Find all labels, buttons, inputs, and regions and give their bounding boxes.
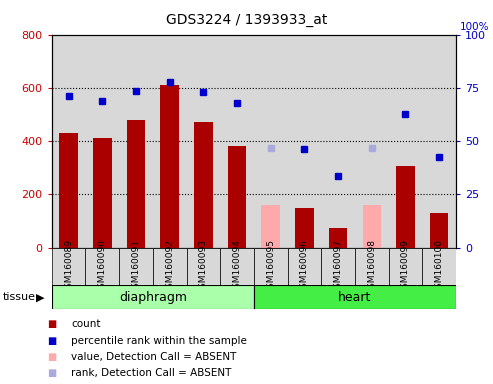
Bar [321,248,355,286]
Text: GSM160096: GSM160096 [300,239,309,295]
Bar [228,146,246,248]
Text: GSM160097: GSM160097 [334,239,343,295]
Bar [93,139,111,248]
Text: GDS3224 / 1393933_at: GDS3224 / 1393933_at [166,13,327,27]
Text: 100%: 100% [460,22,490,32]
Text: value, Detection Call = ABSENT: value, Detection Call = ABSENT [71,352,237,362]
Text: ■: ■ [47,352,56,362]
Text: rank, Detection Call = ABSENT: rank, Detection Call = ABSENT [71,368,232,378]
Text: GSM160098: GSM160098 [367,239,376,295]
Bar [396,166,415,248]
Text: GSM160094: GSM160094 [233,240,242,294]
Bar [430,213,449,248]
Text: GSM160100: GSM160100 [435,239,444,295]
Bar [261,205,280,248]
Text: GSM160091: GSM160091 [132,239,141,295]
Bar [254,285,456,309]
Bar [59,133,78,248]
Bar [355,248,388,286]
Text: count: count [71,319,101,329]
Bar [423,248,456,286]
Text: tissue: tissue [2,292,35,302]
Text: ■: ■ [47,319,56,329]
Bar [194,122,212,248]
Bar [52,248,85,286]
Bar [220,248,254,286]
Bar [153,248,186,286]
Text: GSM160095: GSM160095 [266,239,275,295]
Bar [85,248,119,286]
Bar [329,228,348,248]
Text: heart: heart [338,291,372,304]
Bar [160,85,179,248]
Text: ▶: ▶ [35,292,44,302]
Text: percentile rank within the sample: percentile rank within the sample [71,336,247,346]
Bar [119,248,153,286]
Bar [186,248,220,286]
Bar [295,208,314,248]
Text: GSM160089: GSM160089 [64,239,73,295]
Text: GSM160093: GSM160093 [199,239,208,295]
Text: ■: ■ [47,368,56,378]
Bar [287,248,321,286]
Bar [362,205,381,248]
Bar [388,248,423,286]
Text: ■: ■ [47,336,56,346]
Text: GSM160090: GSM160090 [98,239,107,295]
Bar [52,285,254,309]
Text: diaphragm: diaphragm [119,291,187,304]
Text: GSM160099: GSM160099 [401,239,410,295]
Text: GSM160092: GSM160092 [165,240,174,294]
Bar [254,248,287,286]
Bar [127,120,145,248]
